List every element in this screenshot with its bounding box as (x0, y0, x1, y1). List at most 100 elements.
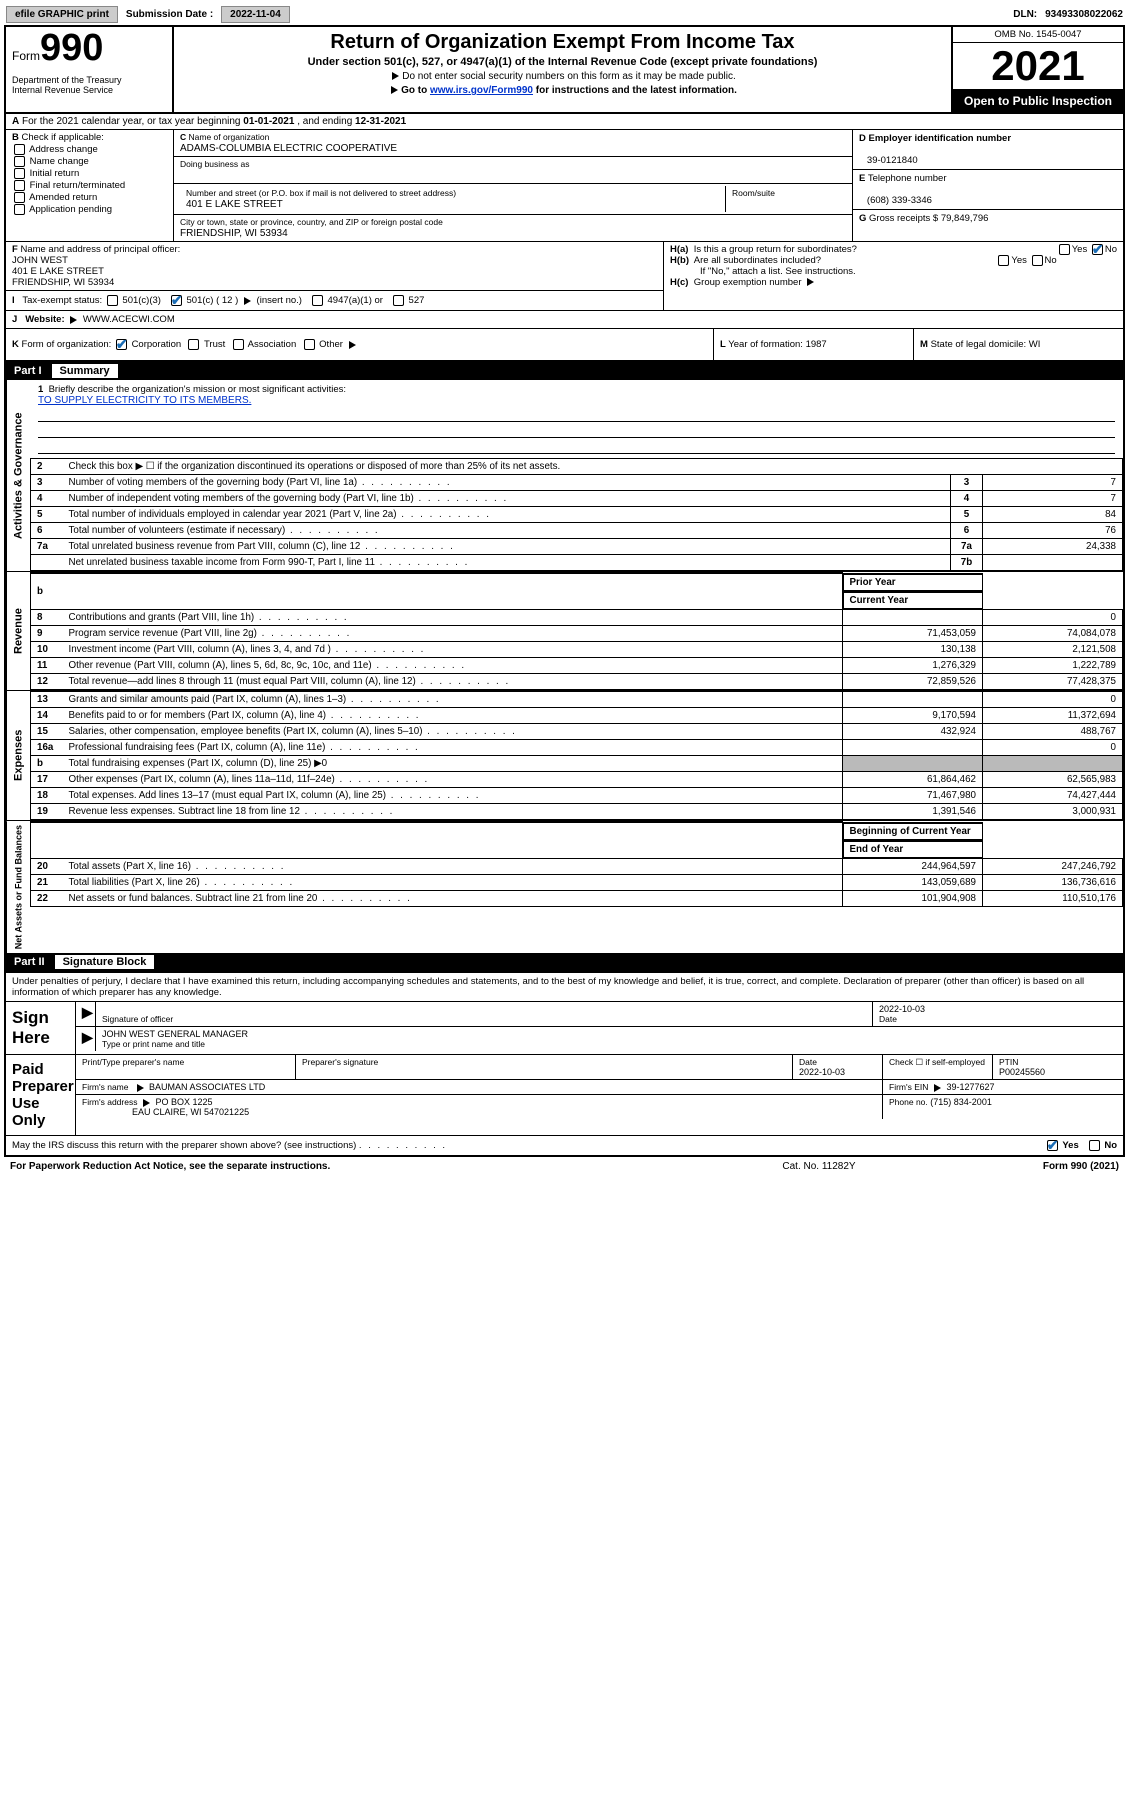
yes2: Yes (1011, 255, 1027, 266)
table-row: 5Total number of individuals employed in… (31, 507, 1123, 523)
omb-number: OMB No. 1545-0047 (953, 27, 1123, 43)
col-h: H(a) Is this a group return for subordin… (663, 242, 1123, 310)
vlabel-exp: Expenses (6, 691, 30, 820)
may-yes-lab: Yes (1062, 1140, 1078, 1151)
signature-block: Under penalties of perjury, I declare th… (4, 973, 1125, 1157)
footer-right: Form 990 (2021) (919, 1161, 1119, 1172)
opt-other: Other (319, 339, 343, 350)
c-city: City or town, state or province, country… (174, 215, 852, 241)
chk-trust[interactable] (188, 339, 199, 350)
org-name: ADAMS-COLUMBIA ELECTRIC COOPERATIVE (180, 143, 397, 154)
chk-pending[interactable]: Application pending (12, 204, 167, 215)
row-j: J Website: WWW.ACECWI.COM (6, 311, 1123, 329)
may-discuss: May the IRS discuss this return with the… (6, 1136, 1123, 1155)
toolbar: efile GRAPHIC print Submission Date : 20… (4, 4, 1125, 25)
may-text: May the IRS discuss this return with the… (12, 1140, 356, 1151)
sign-here-label: Sign Here (6, 1002, 76, 1054)
c-name: C Name of organization ADAMS-COLUMBIA EL… (174, 130, 852, 157)
chk-initial[interactable]: Initial return (12, 168, 167, 179)
c-name-lab: Name of organization (189, 132, 270, 142)
hint2a: Go to (401, 85, 430, 96)
opt-501c3: 501(c)(3) (122, 295, 161, 306)
ha-no[interactable] (1092, 244, 1103, 255)
vlabel-rev: Revenue (6, 572, 30, 690)
chk-other[interactable] (304, 339, 315, 350)
may-no[interactable] (1089, 1140, 1100, 1151)
section-fih: F Name and address of principal officer:… (6, 242, 1123, 311)
hb-no[interactable] (1032, 255, 1043, 266)
a-text-a: For the 2021 calendar year, or tax year … (22, 116, 243, 127)
table-row: 18Total expenses. Add lines 13–17 (must … (31, 788, 1123, 804)
table-row: 2Check this box ▶ ☐ if the organization … (31, 459, 1123, 475)
d-ein: D Employer identification number 39-0121… (853, 130, 1123, 170)
header-left: Form990 Department of the Treasury Inter… (6, 27, 174, 112)
firm-ein-lab: Firm's EIN (889, 1082, 928, 1092)
table-row: 7aTotal unrelated business revenue from … (31, 539, 1123, 555)
sig-date: 2022-10-03 (879, 1004, 925, 1014)
e-phone: E Telephone number (608) 339-3346 (853, 170, 1123, 210)
may-yes[interactable] (1047, 1140, 1058, 1151)
irs-link[interactable]: www.irs.gov/Form990 (430, 85, 533, 96)
dba-lab: Doing business as (180, 159, 249, 169)
prep-date-lab: Date (799, 1057, 817, 1067)
m-letter: M (920, 339, 928, 350)
firm-addr1: PO BOX 1225 (156, 1097, 213, 1107)
chk-4947[interactable] (312, 295, 323, 306)
l-lab: Year of formation: (728, 339, 803, 350)
fr-a: Form (1043, 1161, 1071, 1172)
part1-header: Part I Summary (6, 362, 1123, 380)
open-inspection: Open to Public Inspection (953, 90, 1123, 112)
arrow-icon: ▶ (82, 1004, 93, 1021)
footer-left: For Paperwork Reduction Act Notice, see … (10, 1161, 719, 1172)
ein-val: 39-0121840 (867, 155, 918, 166)
col-b: B Check if applicable: Address change Na… (6, 130, 174, 241)
chk-corp[interactable] (116, 339, 127, 350)
chk-address[interactable]: Address change (12, 144, 167, 155)
table-row: 9Program service revenue (Part VIII, lin… (31, 626, 1123, 642)
footer-mid: Cat. No. 11282Y (719, 1161, 919, 1172)
form-frame: Form990 Department of the Treasury Inter… (4, 25, 1125, 973)
ha-yes[interactable] (1059, 244, 1070, 255)
mission-text: TO SUPPLY ELECTRICITY TO ITS MEMBERS. (38, 395, 251, 406)
arrow-icon (244, 297, 251, 305)
d-letter: D (859, 133, 866, 144)
opt-527: 527 (409, 295, 425, 306)
f-letter: F (12, 244, 18, 255)
hint-link: Go to www.irs.gov/Form990 for instructio… (180, 85, 945, 96)
prep-phone: (715) 834-2001 (930, 1097, 992, 1107)
vlabel-net: Net Assets or Fund Balances (6, 821, 30, 953)
chk-amended[interactable]: Amended return (12, 192, 167, 203)
m-lab: State of legal domicile: (931, 339, 1027, 350)
addr-lab: Number and street (or P.O. box if mail i… (186, 188, 456, 198)
arrow-icon (807, 278, 814, 286)
table-row: Net unrelated business taxable income fr… (31, 555, 1123, 571)
part2-header: Part II Signature Block (6, 953, 1123, 971)
h-b: H(b) Are all subordinates included? Yes … (670, 255, 1117, 266)
hb-yes[interactable] (998, 255, 1009, 266)
chk-501c3[interactable] (107, 295, 118, 306)
a-begin: 01-01-2021 (243, 116, 294, 127)
table-row: Beginning of Current YearEnd of Year (31, 822, 1123, 859)
g-lab: Gross receipts $ (869, 213, 938, 224)
k-lab: Form of organization: (22, 339, 112, 350)
firm-name-lab: Firm's name (82, 1082, 129, 1092)
chk-name[interactable]: Name change (12, 156, 167, 167)
efile-button[interactable]: efile GRAPHIC print (6, 6, 118, 23)
chk-527[interactable] (393, 295, 404, 306)
e-letter: E (859, 173, 865, 184)
arrow-icon (137, 1084, 144, 1092)
chk-final[interactable]: Final return/terminated (12, 180, 167, 191)
officer-title: JOHN WEST GENERAL MANAGER (102, 1029, 248, 1039)
chk-assoc[interactable] (233, 339, 244, 350)
city-lab: City or town, state or province, country… (180, 217, 443, 227)
mission-block: 1 Briefly describe the organization's mi… (30, 380, 1123, 458)
form-number: Form990 (12, 31, 166, 65)
submission-date: 2022-11-04 (221, 6, 290, 23)
part2-num: Part II (14, 956, 45, 968)
type-name-lab: Type or print name and title (102, 1039, 205, 1049)
row-i: I Tax-exempt status: 501(c)(3) 501(c) ( … (6, 291, 663, 310)
ptin-val: P00245560 (999, 1067, 1045, 1077)
footer: For Paperwork Reduction Act Notice, see … (4, 1157, 1125, 1176)
form-header: Form990 Department of the Treasury Inter… (6, 27, 1123, 114)
chk-501c[interactable] (171, 295, 182, 306)
